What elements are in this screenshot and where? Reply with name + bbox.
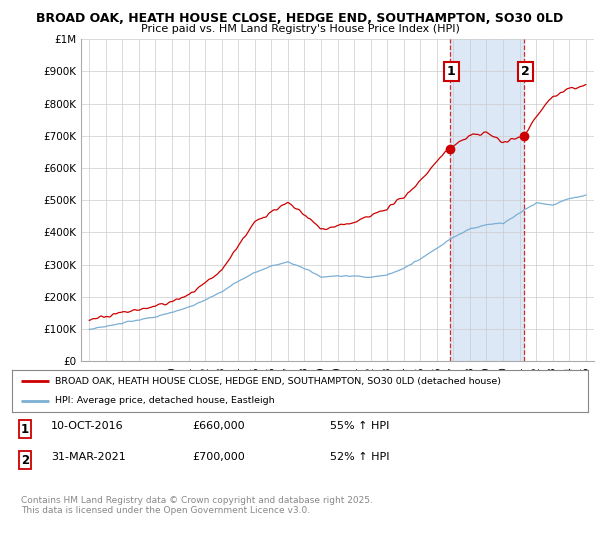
Text: 31-MAR-2021: 31-MAR-2021 — [51, 452, 126, 462]
Bar — [449, 39, 524, 361]
Text: BROAD OAK, HEATH HOUSE CLOSE, HEDGE END, SOUTHAMPTON, SO30 0LD: BROAD OAK, HEATH HOUSE CLOSE, HEDGE END,… — [37, 12, 563, 25]
Text: 1: 1 — [21, 423, 29, 436]
Text: Contains HM Land Registry data © Crown copyright and database right 2025.
This d: Contains HM Land Registry data © Crown c… — [21, 496, 373, 515]
Text: 1: 1 — [447, 65, 455, 78]
Text: 55% ↑ HPI: 55% ↑ HPI — [330, 421, 389, 431]
Text: 2: 2 — [521, 65, 530, 78]
Text: 2: 2 — [21, 454, 29, 466]
Text: 52% ↑ HPI: 52% ↑ HPI — [330, 452, 389, 462]
Text: HPI: Average price, detached house, Eastleigh: HPI: Average price, detached house, East… — [55, 396, 275, 405]
Text: BROAD OAK, HEATH HOUSE CLOSE, HEDGE END, SOUTHAMPTON, SO30 0LD (detached house): BROAD OAK, HEATH HOUSE CLOSE, HEDGE END,… — [55, 377, 501, 386]
Text: £660,000: £660,000 — [192, 421, 245, 431]
Text: £700,000: £700,000 — [192, 452, 245, 462]
Text: Price paid vs. HM Land Registry's House Price Index (HPI): Price paid vs. HM Land Registry's House … — [140, 24, 460, 34]
Text: 10-OCT-2016: 10-OCT-2016 — [51, 421, 124, 431]
